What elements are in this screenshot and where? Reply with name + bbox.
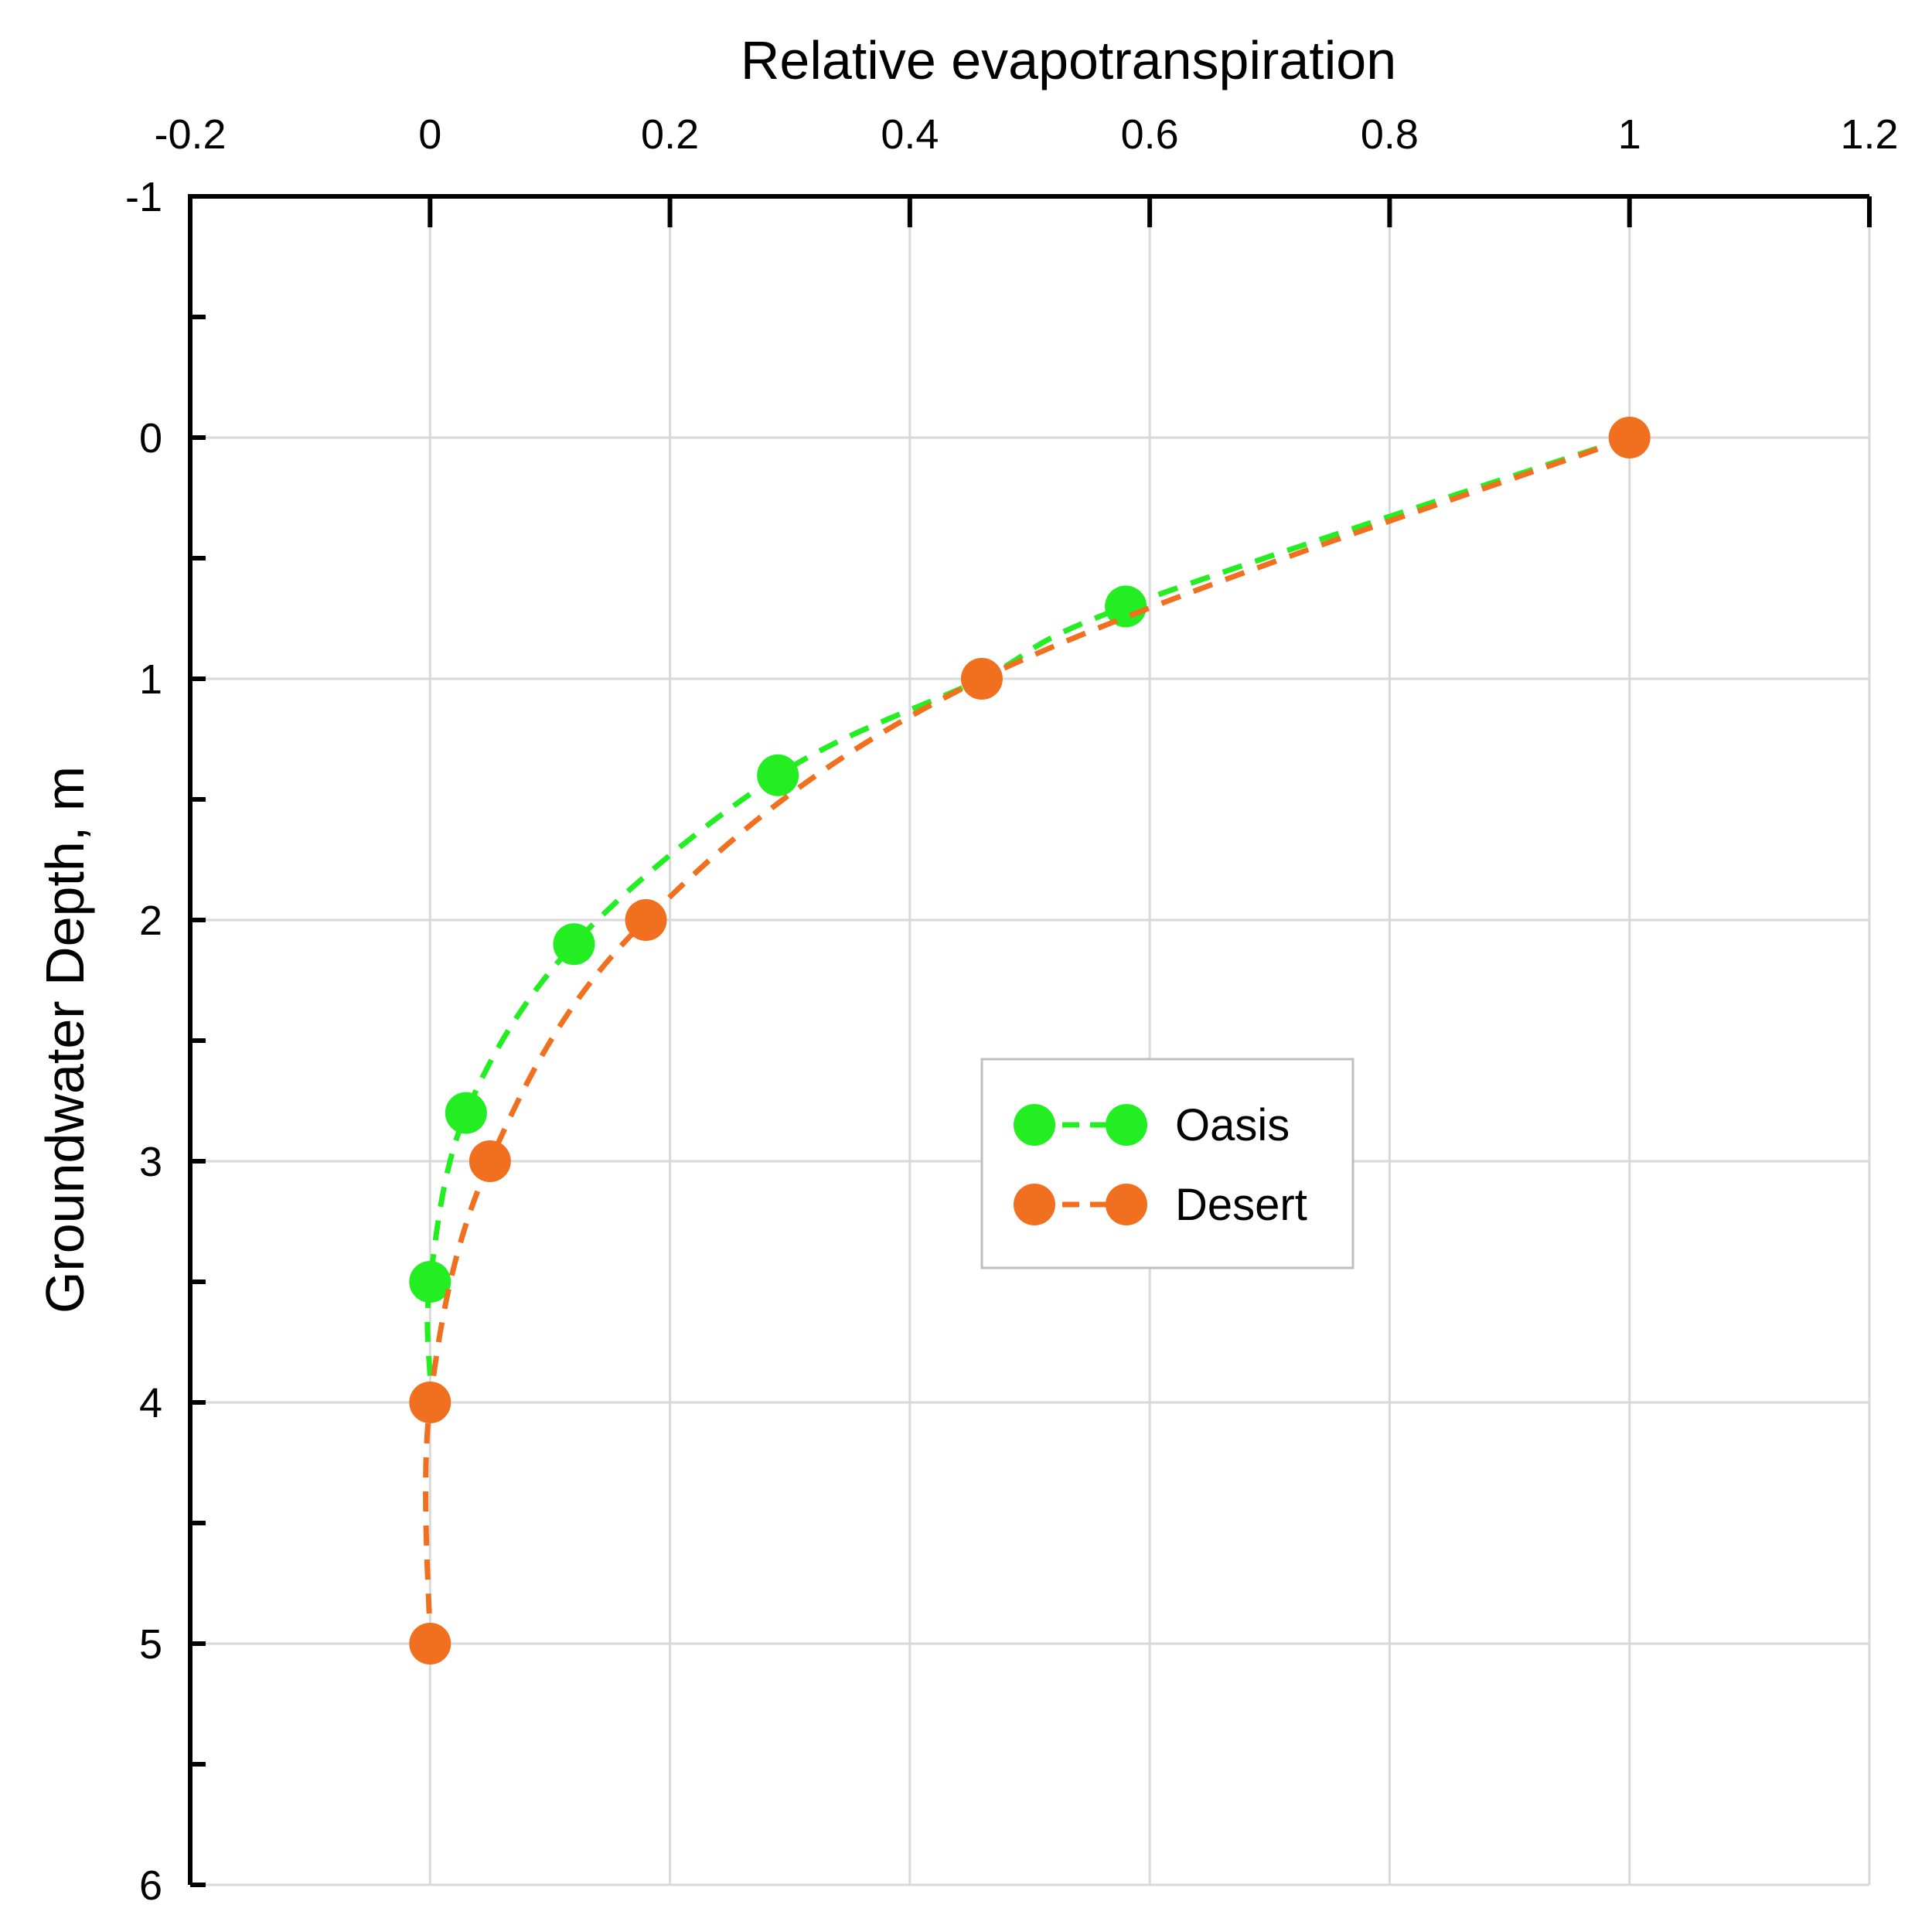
legend-marker-oasis-right — [1106, 1104, 1147, 1146]
data-point-oasis — [553, 923, 595, 966]
data-point-desert — [960, 658, 1003, 700]
y-tick-label: -1 — [125, 174, 162, 220]
y-axis-title: Groundwater Depth, m — [35, 766, 95, 1314]
y-tick-label: 0 — [139, 415, 162, 462]
x-tick-label: 0.8 — [1361, 111, 1419, 158]
data-point-desert — [1608, 417, 1651, 458]
data-point-oasis — [445, 1092, 487, 1134]
x-tick-label: 0 — [418, 111, 441, 158]
x-tick-labels: -0.2 0 0.2 0.4 0.6 0.8 1 1.2 — [154, 111, 1898, 158]
legend: Oasis Desert — [980, 1058, 1354, 1269]
series-desert — [409, 417, 1651, 1665]
series-layer — [409, 417, 1651, 1665]
x-tick-label: 0.2 — [641, 111, 699, 158]
y-tick-label: 1 — [139, 656, 162, 703]
x-tick-label: 0.6 — [1121, 111, 1179, 158]
legend-label-desert: Desert — [1175, 1180, 1307, 1230]
data-point-oasis — [757, 754, 799, 796]
x-tick-label: 0.4 — [881, 111, 939, 158]
x-tick-label: -0.2 — [154, 111, 226, 158]
legend-marker-desert-right — [1106, 1184, 1147, 1225]
legend-entry-desert: Desert — [1014, 1180, 1307, 1230]
y-tick-label: 6 — [139, 1862, 162, 1909]
y-tick-label: 2 — [139, 898, 162, 944]
y-tick-label: 5 — [139, 1621, 162, 1668]
legend-entry-oasis: Oasis — [1014, 1100, 1290, 1150]
data-point-desert — [409, 1382, 451, 1423]
x-axis-title: Relative evapotranspiration — [741, 30, 1396, 90]
axes — [188, 194, 1872, 1887]
legend-box — [980, 1058, 1354, 1269]
y-tick-label: 3 — [139, 1139, 162, 1185]
legend-marker-oasis-left — [1014, 1104, 1055, 1146]
data-point-desert — [469, 1140, 511, 1182]
x-tick-label: 1 — [1618, 111, 1641, 158]
series-line-desert — [423, 434, 1630, 1644]
x-tick-label: 1.2 — [1840, 111, 1898, 158]
legend-label-oasis: Oasis — [1175, 1100, 1290, 1150]
data-point-oasis — [409, 1261, 451, 1303]
series-oasis — [409, 434, 1630, 1378]
legend-marker-desert-left — [1014, 1184, 1055, 1225]
y-tick-labels: -1 0 1 2 3 4 5 6 — [125, 174, 162, 1909]
data-point-desert — [409, 1623, 451, 1665]
data-point-oasis — [1105, 585, 1147, 628]
y-tick-label: 4 — [139, 1380, 162, 1426]
data-point-desert — [625, 899, 667, 941]
